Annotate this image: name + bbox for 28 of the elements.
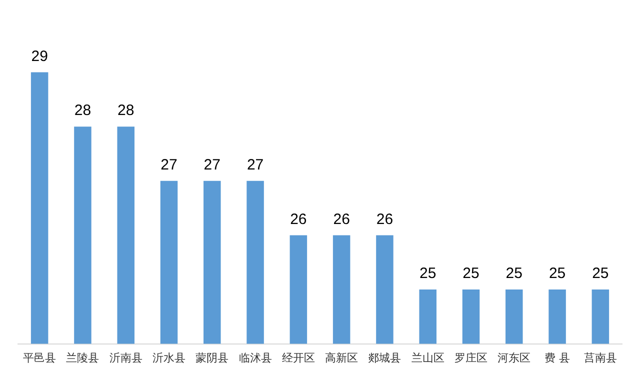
x-tick-label: 临沭县 xyxy=(238,351,272,364)
data-label: 25 xyxy=(420,265,436,282)
data-label: 27 xyxy=(204,156,220,174)
data-label: 26 xyxy=(333,210,350,228)
x-tick-label: 高新区 xyxy=(325,351,358,364)
data-label: 26 xyxy=(290,210,307,228)
x-tick-label: 沂南县 xyxy=(109,351,142,364)
x-tick-label: 兰陵县 xyxy=(66,351,100,364)
data-label: 28 xyxy=(74,102,92,120)
x-tick-label: 河东区 xyxy=(498,351,531,364)
data-label: 25 xyxy=(592,265,609,282)
data-label: 27 xyxy=(160,156,178,174)
data-label: 25 xyxy=(462,265,480,282)
x-tick-label: 平邑县 xyxy=(23,351,56,364)
data-label: 26 xyxy=(376,210,394,228)
x-tick-label: 罗庄区 xyxy=(454,351,488,364)
x-tick-label: 经开区 xyxy=(282,351,315,364)
x-tick-label: 兰山区 xyxy=(411,351,444,364)
data-label: 25 xyxy=(506,265,522,282)
x-tick-label: 沂水县 xyxy=(152,351,186,364)
data-label: 29 xyxy=(31,48,48,65)
data-label: 28 xyxy=(118,102,134,120)
data-label: 27 xyxy=(246,156,264,174)
data-label: 25 xyxy=(548,265,566,282)
x-tick-label: 莒南县 xyxy=(584,351,617,364)
x-tick-label: 费 县 xyxy=(544,351,570,364)
x-tick-label: 郯城县 xyxy=(368,351,402,364)
x-tick-label: 蒙阴县 xyxy=(196,351,229,364)
